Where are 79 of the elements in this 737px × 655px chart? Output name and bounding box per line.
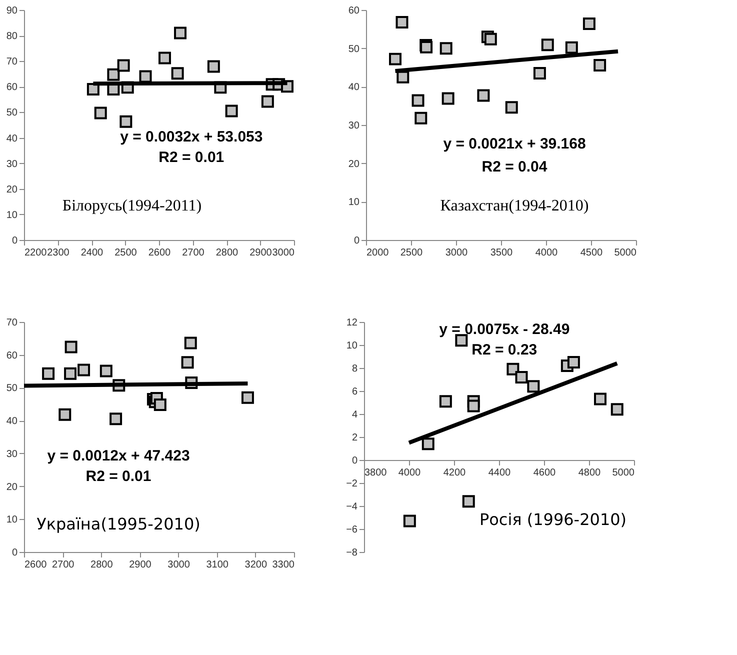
- x-tick-label: 2500: [114, 248, 138, 258]
- x-tick-label: 4500: [580, 248, 604, 258]
- y-tick-label: 70: [6, 56, 18, 68]
- annotation: y = 0.0012x + 47.423: [47, 447, 190, 464]
- y-tick-label: 10: [6, 210, 18, 221]
- y-tick-label: 30: [6, 158, 18, 170]
- y-tick-label: 40: [348, 82, 360, 94]
- y-tick-label: 6: [352, 386, 358, 398]
- y-tick-label: 2: [352, 432, 358, 444]
- y-tick-label: −4: [346, 502, 358, 512]
- y-tick-label: 50: [6, 383, 18, 394]
- x-tick-label: 2900: [129, 560, 152, 570]
- x-tick-label: 3500: [490, 248, 514, 258]
- x-tick-label: 3100: [206, 560, 229, 570]
- y-tick-label: 30: [6, 448, 18, 460]
- y-tick-label: 70: [6, 318, 18, 328]
- y-tick-label: 90: [6, 6, 18, 16]
- y-tick-label: 20: [6, 184, 18, 196]
- annotation: Казахстан(1994-2010): [440, 198, 589, 214]
- x-tick-label: 3000: [168, 560, 190, 570]
- y-tick-label: 0: [12, 548, 18, 558]
- annotation: R2 = 0.01: [86, 468, 152, 486]
- x-tick-label: 2200: [24, 248, 48, 258]
- annotation: y = 0.0021x + 39.168: [443, 135, 586, 152]
- annotation: y = 0.0075x - 28.49: [439, 320, 570, 338]
- x-tick-label: 2000: [366, 248, 390, 258]
- x-tick-label: 3000: [445, 248, 468, 258]
- x-tick-label: 2500: [400, 248, 424, 258]
- y-tick-label: 10: [6, 514, 18, 526]
- annotation: R2 = 0.04: [482, 158, 548, 176]
- x-tick-label: 5000: [612, 468, 635, 478]
- x-tick-label: 3200: [244, 560, 268, 570]
- annotation: Білорусь(1994-2011): [62, 198, 202, 214]
- y-tick-label: 30: [348, 120, 360, 132]
- x-tick-label: 4400: [488, 468, 512, 478]
- x-tick-label: 2800: [90, 560, 114, 570]
- y-tick-label: 50: [348, 44, 360, 55]
- y-tick-label: −6: [346, 524, 358, 536]
- x-tick-label: 4600: [533, 468, 556, 478]
- x-tick-label: 2600: [24, 560, 48, 570]
- y-tick-label: 40: [6, 416, 18, 428]
- y-tick-label: 80: [6, 31, 18, 42]
- x-tick-label: 4200: [443, 468, 466, 478]
- y-tick-label: 20: [348, 158, 360, 170]
- x-tick-label: 2800: [216, 248, 239, 258]
- x-tick-label: 3800: [364, 468, 388, 478]
- x-tick-label: 3300: [272, 560, 295, 570]
- annotation: R2 = 0.01: [158, 149, 224, 166]
- x-tick-label: 2700: [52, 560, 75, 570]
- y-tick-label: 50: [6, 108, 18, 119]
- x-tick-label: 3000: [272, 248, 295, 258]
- x-tick-label: 4000: [398, 468, 422, 478]
- y-tick-label: 60: [348, 6, 360, 16]
- y-tick-label: 12: [346, 318, 358, 328]
- annotation: R2 = 0.23: [472, 342, 538, 359]
- y-tick-label: 20: [6, 482, 18, 493]
- y-tick-label: 10: [346, 340, 358, 352]
- y-tick-label: 4: [352, 410, 358, 420]
- annotation: Україна(1995-2010): [36, 514, 200, 534]
- y-tick-label: 0: [352, 456, 358, 466]
- x-tick-label: 4000: [535, 248, 558, 258]
- y-tick-label: 10: [348, 197, 360, 208]
- x-tick-label: 2400: [80, 248, 104, 258]
- x-tick-label: 2300: [47, 248, 70, 258]
- x-tick-label: 4800: [578, 468, 602, 478]
- x-tick-label: 2600: [148, 248, 172, 258]
- y-tick-label: 40: [6, 133, 18, 144]
- y-tick-label: 0: [354, 236, 360, 246]
- y-tick-label: −8: [346, 548, 358, 558]
- y-tick-label: 0: [12, 236, 18, 246]
- x-tick-label: 5000: [614, 248, 637, 258]
- annotation: y = 0.0032x + 53.053: [120, 128, 263, 146]
- y-tick-label: 8: [352, 364, 358, 374]
- annotation: Росія (1996-2010): [479, 510, 627, 529]
- x-tick-label: 2700: [182, 248, 205, 258]
- y-tick-label: 60: [6, 82, 18, 94]
- x-tick-label: 2900: [250, 248, 272, 258]
- y-tick-label: 60: [6, 350, 18, 362]
- y-tick-label: −2: [346, 478, 358, 490]
